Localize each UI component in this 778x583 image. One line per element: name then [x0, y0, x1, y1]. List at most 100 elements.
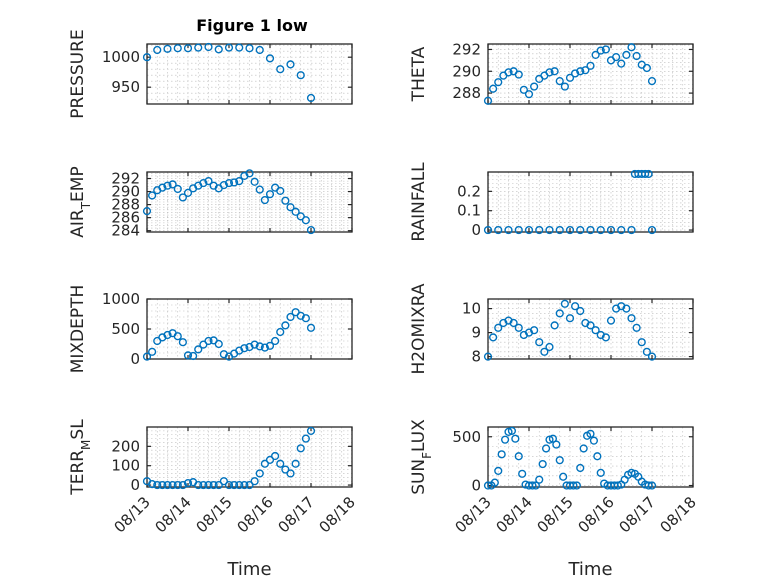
- sun-flux-data-point: [518, 469, 527, 478]
- terr-msl-x-tick-label: 08/13: [111, 493, 154, 536]
- theta-data-point: [519, 85, 528, 94]
- h2omixra-data-point: [606, 316, 616, 325]
- sun-flux-data-point: [569, 481, 578, 490]
- rainfall-plot-area: [488, 172, 693, 232]
- theta-data-point: [483, 96, 493, 105]
- mixdepth-y-axis-label: MIXDEPTH: [68, 285, 88, 374]
- h2omixra-data-point: [647, 352, 657, 361]
- h2omixra-data-point: [489, 333, 498, 342]
- mixdepth-data-point: [255, 342, 264, 351]
- h2omixra-data-point: [530, 326, 539, 335]
- terr-msl-data-point: [178, 480, 187, 490]
- mixdepth-data-point: [301, 314, 310, 323]
- subplot-theta: 288 290 292 THETA: [409, 40, 694, 105]
- theta-y-axis-label: THETA: [409, 46, 429, 102]
- sun-flux-data-point: [514, 452, 523, 461]
- air-temp-data-point: [142, 207, 152, 216]
- terr-msl-y-axis-label: TERRMSL: [68, 419, 93, 496]
- h2omixra-data-point: [627, 314, 636, 323]
- air-temp-data-point: [301, 216, 310, 225]
- air-temp-data-point: [291, 207, 300, 216]
- theta-data-point: [617, 59, 626, 68]
- theta-data-point: [571, 69, 580, 78]
- sun-flux-x-tick-label: 08/13: [452, 493, 495, 536]
- theta-data-point: [545, 68, 554, 77]
- pressure-data-point: [173, 44, 182, 53]
- pressure-data-point: [224, 43, 234, 52]
- theta-data-point: [524, 90, 534, 99]
- sun-flux-data-point: [579, 444, 588, 453]
- pressure-data-point: [245, 44, 254, 53]
- rainfall-data-point: [483, 225, 493, 235]
- sun-flux-data-point: [596, 468, 605, 477]
- air-temp-data-point: [260, 195, 269, 205]
- rainfall-data-point: [586, 225, 595, 235]
- rainfall-y-tick-label: 0: [471, 221, 481, 239]
- sun-flux-data-point: [497, 450, 506, 459]
- air-temp-y-tick-label: 290: [111, 183, 140, 201]
- theta-data-point: [530, 82, 539, 91]
- air-temp-axes-frame: [146, 171, 353, 233]
- air-temp-data-point: [245, 169, 254, 178]
- rainfall-data-point: [606, 225, 616, 235]
- air-temp-y-tick-label: 292: [111, 170, 140, 188]
- theta-y-tick-label: 288: [452, 84, 481, 102]
- theta-data-point: [555, 76, 564, 86]
- sun-flux-data-point: [613, 481, 622, 490]
- mixdepth-data-point: [142, 352, 152, 361]
- theta-data-point: [494, 78, 503, 87]
- terr-msl-data-point: [235, 480, 244, 490]
- terr-msl-data-point: [163, 480, 172, 490]
- terr-msl-axes-frame: [146, 426, 353, 488]
- h2omixra-data-point: [483, 352, 493, 361]
- sun-flux-data-point: [504, 427, 513, 436]
- mixdepth-data-point: [163, 330, 172, 340]
- mixdepth-data-point: [286, 312, 295, 322]
- terr-msl-data-point: [301, 434, 310, 443]
- theta-data-point: [622, 50, 631, 60]
- sun-flux-data-point: [545, 435, 554, 444]
- sun-flux-data-point: [538, 459, 547, 469]
- rainfall-data-point: [524, 225, 534, 235]
- mixdepth-data-point: [173, 332, 182, 341]
- rainfall-data-point: [514, 225, 523, 235]
- sun-flux-data-point: [548, 434, 558, 443]
- theta-data-point: [642, 63, 651, 73]
- theta-data-point: [489, 84, 498, 93]
- theta-data-point: [581, 66, 590, 75]
- h2omixra-data-point: [535, 338, 544, 347]
- terr-msl-data-point: [245, 480, 254, 490]
- terr-msl-data-point: [286, 469, 295, 478]
- mixdepth-data-point: [148, 347, 157, 356]
- mixdepth-data-point: [281, 321, 290, 330]
- theta-axes-frame: [487, 43, 694, 105]
- terr-msl-x-axis-label: Time: [226, 559, 271, 580]
- sun-flux-data-point: [500, 435, 510, 444]
- h2omixra-y-axis-label: H2OMIXRA: [409, 283, 429, 374]
- air-temp-plot-area: [147, 172, 352, 232]
- subplot-rainfall: 00.1 0.2 RAINFALL: [409, 162, 694, 242]
- terr-msl-data-point: [224, 480, 234, 490]
- pressure-data-point: [204, 42, 213, 52]
- theta-data-point: [596, 46, 605, 55]
- terr-msl-y-tick-label: 200: [111, 437, 140, 455]
- rainfall-data-point: [641, 169, 650, 179]
- sun-flux-x-tick-label: 08/14: [493, 493, 536, 536]
- mixdepth-data-point: [240, 344, 249, 353]
- mixdepth-data-point: [178, 338, 187, 347]
- rainfall-data-point: [545, 225, 554, 235]
- terr-msl-data-point: [296, 444, 305, 453]
- pressure-y-tick-label: 1000: [102, 48, 140, 66]
- air-temp-y-tick-label: 286: [111, 209, 140, 227]
- pressure-data-point: [163, 44, 172, 53]
- sun-flux-data-point: [644, 481, 653, 490]
- sun-flux-data-point: [647, 481, 657, 490]
- rainfall-data-point: [504, 225, 513, 235]
- mixdepth-data-point: [204, 336, 213, 346]
- air-temp-y-tick-label: 288: [111, 196, 140, 214]
- rainfall-axes-frame: [487, 171, 694, 233]
- air-temp-data-point: [235, 177, 244, 186]
- pressure-data-point: [194, 43, 203, 52]
- sun-flux-data-point: [507, 426, 517, 436]
